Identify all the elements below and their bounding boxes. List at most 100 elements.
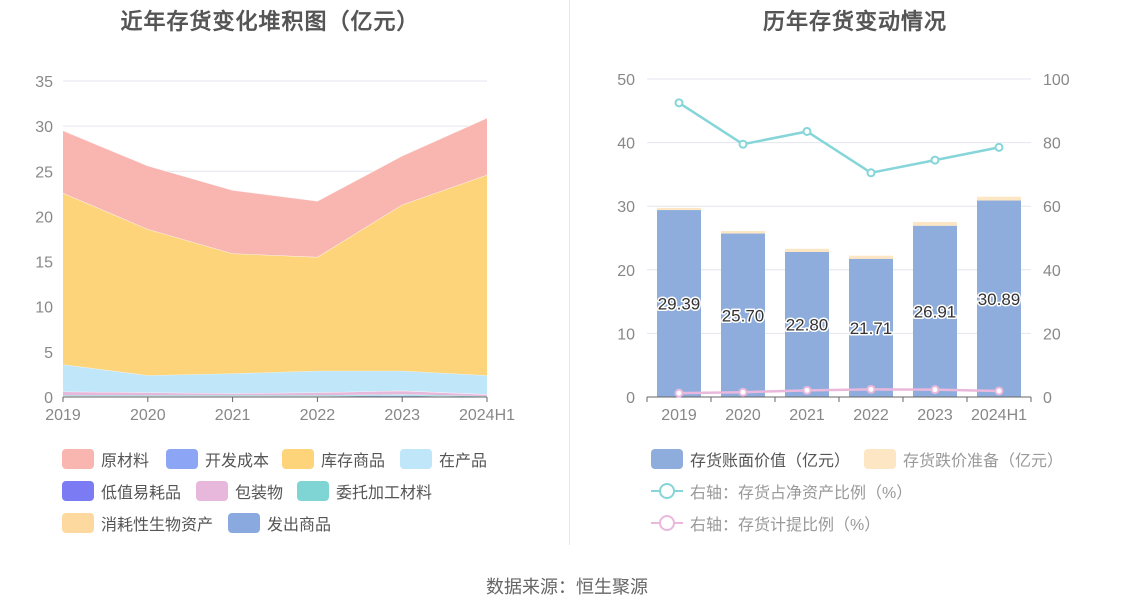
- line-point-ratio_prov: [866, 384, 876, 394]
- bar-book-value: [657, 210, 701, 397]
- legend-item-ratio_prov[interactable]: 右轴：存货计提比例（%）: [651, 512, 880, 534]
- left-x-tick-label: 2020: [130, 407, 166, 424]
- legend-label: 低值易耗品: [101, 485, 182, 502]
- panel-divider: [569, 0, 570, 545]
- legend-swatch: [651, 449, 683, 469]
- legend-label: 原材料: [101, 453, 150, 470]
- bar-book-value-label: 30.89: [978, 290, 1021, 309]
- legend-item-provision[interactable]: 存货跌价准备（亿元）: [864, 448, 1063, 470]
- legend-label: 在产品: [439, 453, 488, 470]
- bar-provision: [913, 222, 957, 226]
- legend-label: 存货账面价值（亿元）: [690, 453, 851, 470]
- legend-item-bio[interactable]: 消耗性生物资产: [62, 512, 213, 534]
- legend-label: 库存商品: [321, 453, 386, 470]
- right-y-tick-label: 30: [617, 199, 635, 216]
- legend-swatch: [62, 513, 94, 533]
- legend-item-lowvalue[interactable]: 低值易耗品: [62, 480, 181, 502]
- left-y-tick-label: 20: [35, 209, 53, 226]
- left-chart-title: 近年存货变化堆积图（亿元）: [120, 9, 420, 34]
- legend-item-goods[interactable]: 库存商品: [282, 448, 385, 470]
- legend-swatch: [651, 513, 683, 533]
- bar-provision: [657, 207, 701, 211]
- line-point-ratio_prov: [674, 388, 684, 398]
- legend-item-book[interactable]: 存货账面价值（亿元）: [651, 448, 850, 470]
- line-point-ratio_prov: [930, 385, 940, 395]
- legend-swatch: [297, 481, 329, 501]
- area-series-goods: [63, 174, 487, 376]
- left-y-tick-label: 30: [35, 119, 53, 136]
- area-series-consign: [63, 394, 487, 397]
- right-y2-tick-label: 20: [1043, 326, 1061, 343]
- right-y-tick-label: 40: [617, 136, 635, 153]
- right-x-tick-label: 2019: [661, 407, 697, 424]
- bar-book-value-label: 22.80: [786, 315, 829, 334]
- bar-book-value-label: 21.71: [850, 319, 893, 338]
- area-edge-raw: [62, 117, 488, 202]
- legend-item-shipped[interactable]: 发出商品: [228, 512, 331, 534]
- bar-book-value-label: 26.91: [914, 302, 957, 321]
- right-y2-tick-label: 100: [1043, 72, 1070, 89]
- bar-provision: [977, 196, 1021, 201]
- left-y-tick-label: 15: [35, 255, 53, 272]
- legend-item-dev[interactable]: 开发成本: [166, 448, 269, 470]
- left-y-tick-label: 10: [35, 300, 53, 317]
- bar-provision: [785, 248, 829, 252]
- legend-label: 右轴：存货占净资产比例（%）: [690, 485, 913, 502]
- legend-label: 右轴：存货计提比例（%）: [690, 517, 881, 534]
- area-series-pack: [63, 390, 487, 397]
- right-y2-tick-label: 0: [1043, 390, 1052, 407]
- right-chart-title: 历年存货变动情况: [762, 9, 947, 34]
- data-source-caption: 数据来源：恒生聚源: [486, 577, 648, 597]
- legend-item-raw[interactable]: 原材料: [62, 448, 149, 470]
- area-series-raw: [63, 118, 487, 258]
- bar-book-value: [785, 251, 829, 397]
- right-y-tick-label: 10: [617, 326, 635, 343]
- line-point-ratio_net: [674, 98, 684, 108]
- right-x-tick-label: 2021: [789, 407, 825, 424]
- legend-swatch: [282, 449, 314, 469]
- left-y-tick-label: 35: [35, 74, 53, 91]
- bar-book-value: [849, 258, 893, 397]
- legend-item-wip[interactable]: 在产品: [400, 448, 487, 470]
- legend-label: 发出商品: [267, 517, 332, 534]
- left-x-tick-label: 2023: [384, 407, 420, 424]
- bar-book-value: [721, 233, 765, 397]
- legend-label: 消耗性生物资产: [101, 517, 214, 534]
- legend-label: 委托加工材料: [336, 485, 433, 502]
- left-x-tick-label: 2022: [300, 407, 336, 424]
- right-x-tick-label: 2020: [725, 407, 761, 424]
- area-series-wip: [63, 364, 487, 395]
- left-y-tick-label: 5: [44, 345, 53, 362]
- legend-label: 包装物: [235, 485, 284, 502]
- bar-provision: [721, 231, 765, 234]
- right-y2-tick-label: 60: [1043, 199, 1061, 216]
- bar-book-value: [977, 200, 1021, 397]
- legend-swatch: [62, 481, 94, 501]
- left-x-tick-label: 2021: [215, 407, 251, 424]
- right-y2-tick-label: 80: [1043, 136, 1061, 153]
- bar-book-value: [913, 225, 957, 397]
- legend-item-pack[interactable]: 包装物: [196, 480, 283, 502]
- line-point-ratio_net: [994, 142, 1004, 152]
- line-point-ratio_net: [930, 155, 940, 165]
- right-y2-tick-label: 40: [1043, 263, 1061, 280]
- line-point-ratio_net: [802, 126, 812, 136]
- legend-swatch: [228, 513, 260, 533]
- legend-item-ratio_net[interactable]: 右轴：存货占净资产比例（%）: [651, 480, 912, 502]
- line-series-ratio_prov: [678, 388, 1000, 395]
- legend-swatch: [62, 449, 94, 469]
- legend-swatch: [651, 481, 683, 501]
- line-point-ratio_prov: [738, 387, 748, 397]
- legend-label: 存货跌价准备（亿元）: [903, 453, 1064, 470]
- left-y-tick-label: 0: [44, 390, 53, 407]
- right-y-tick-label: 20: [617, 263, 635, 280]
- left-x-tick-label: 2019: [45, 407, 81, 424]
- line-point-ratio_prov: [802, 385, 812, 395]
- legend-swatch: [196, 481, 228, 501]
- bar-provision: [849, 255, 893, 259]
- right-y-tick-label: 50: [617, 72, 635, 89]
- legend-item-consign[interactable]: 委托加工材料: [297, 480, 432, 502]
- bar-book-value-label: 29.39: [658, 295, 701, 314]
- legend-swatch: [400, 449, 432, 469]
